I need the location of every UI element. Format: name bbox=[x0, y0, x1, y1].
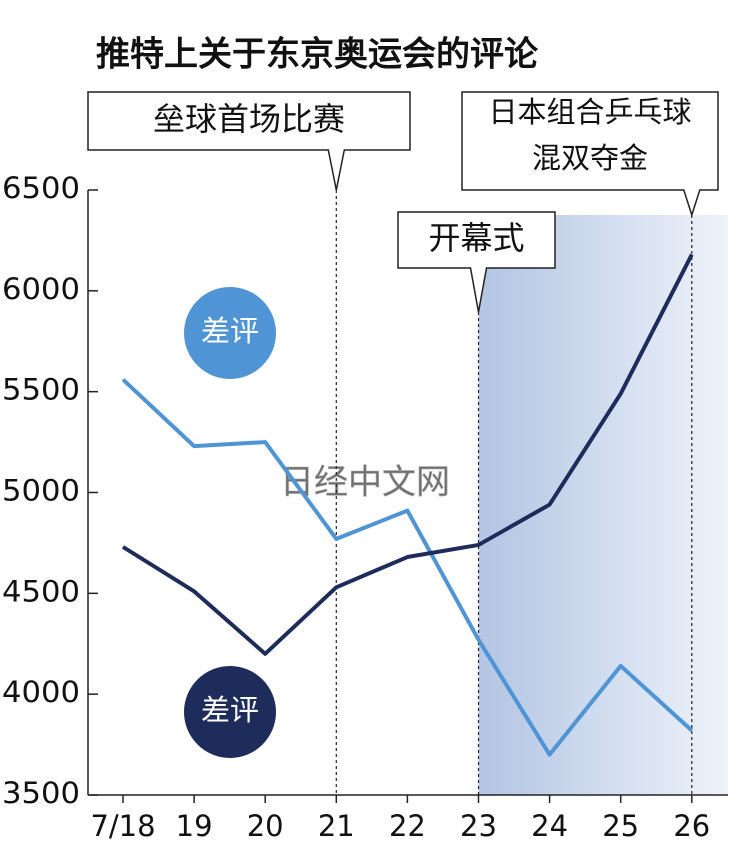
x-tick-label: 26 bbox=[673, 809, 710, 843]
series-label: 差评 bbox=[201, 693, 259, 727]
callout-box bbox=[461, 91, 719, 218]
x-tick-label: 23 bbox=[460, 809, 497, 843]
x-tick-label: 24 bbox=[531, 809, 568, 843]
series-label-badge bbox=[184, 287, 276, 379]
x-tick-label: 19 bbox=[176, 809, 213, 843]
watermark: 日经中文网 bbox=[280, 463, 450, 503]
x-tick-label: 20 bbox=[247, 809, 284, 843]
y-tick-label: 4500 bbox=[2, 574, 80, 608]
highlight-region bbox=[478, 215, 728, 795]
callout-text: 垒球首场比赛 bbox=[153, 100, 345, 138]
series-label: 差评 bbox=[201, 314, 259, 348]
y-tick-label: 6000 bbox=[2, 272, 80, 306]
y-tick-label: 5000 bbox=[2, 474, 80, 508]
callout-box bbox=[397, 211, 556, 313]
x-tick-label: 25 bbox=[602, 809, 639, 843]
x-tick-label: 21 bbox=[318, 809, 355, 843]
y-tick-label: 4000 bbox=[2, 675, 80, 709]
series-label-badge bbox=[184, 666, 276, 758]
y-tick-label: 5500 bbox=[2, 373, 80, 407]
series-line bbox=[121, 378, 694, 757]
callout-text: 日本组合乒乓球 bbox=[488, 95, 691, 129]
callout-text: 开幕式 bbox=[428, 219, 524, 257]
callout-text: 混双夺金 bbox=[532, 141, 648, 175]
x-tick-label: 7/18 bbox=[90, 809, 155, 843]
x-tick-label: 22 bbox=[389, 809, 426, 843]
callout-box bbox=[87, 91, 411, 191]
y-tick-label: 3500 bbox=[2, 776, 80, 810]
chart-title: 推特上关于东京奥运会的评论 bbox=[96, 35, 539, 75]
y-tick-label: 6500 bbox=[2, 171, 80, 205]
series-line bbox=[121, 253, 694, 656]
